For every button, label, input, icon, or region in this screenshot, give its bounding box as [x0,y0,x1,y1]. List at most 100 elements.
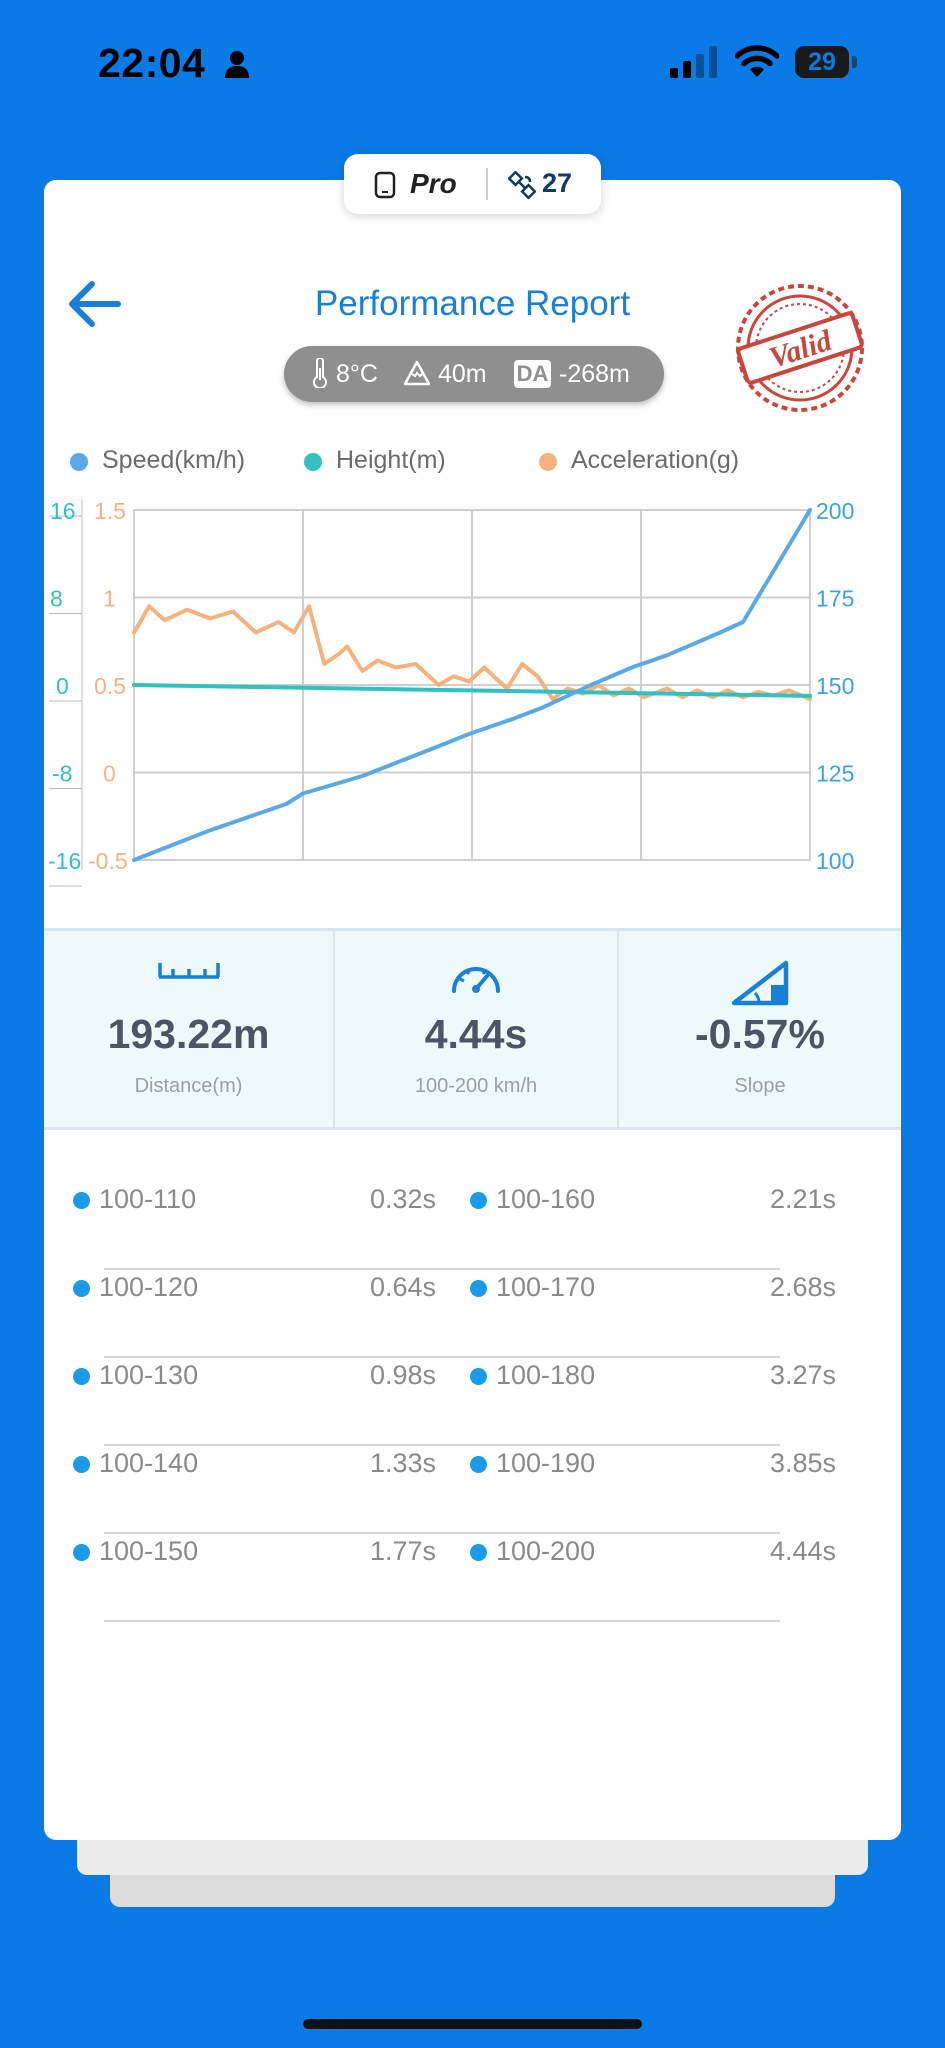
speedometer-icon [452,967,500,993]
height-tick-label: 0 [56,673,69,699]
split-row: 100-120 0.64s 100-170 2.68s [44,1268,901,1358]
height-tick-label: -16 [48,848,81,874]
acceleration-tick-label: -0.5 [88,848,128,874]
slope-value: -0.57% [695,1011,825,1057]
split-dot [470,1544,487,1561]
split-dot [470,1368,487,1385]
split-row: 100-140 1.33s 100-190 3.85s [44,1444,901,1534]
split-label: 100-200 [496,1536,596,1566]
legend-dot-height [304,453,322,471]
cellular-signal-icon [670,46,717,78]
split-label: 100-160 [496,1184,596,1214]
split-dot [73,1544,90,1561]
summary-stats: 193.22m Distance(m) 4.44s 100-200 km/h [44,928,901,1130]
split-dot [470,1192,487,1209]
home-indicator[interactable] [303,2019,642,2029]
split-label: 100-180 [496,1360,596,1390]
split-value: 1.33s [369,1448,436,1478]
height-tick-label: -8 [52,761,72,787]
stat-time: 4.44s 100-200 km/h [335,931,617,1127]
legend-label-height: Height(m) [336,446,446,474]
valid-stamp-icon: Valid [736,284,864,412]
split-value: 4.44s [769,1536,836,1566]
split-label: 100-140 [99,1448,199,1478]
mountain-icon [404,360,430,386]
battery-indicator: 29 [795,46,857,78]
split-label: 100-130 [99,1360,199,1390]
split-value: 1.77s [369,1536,436,1566]
speed-tick-label: 175 [816,586,854,612]
split-value: 0.32s [369,1184,436,1214]
density-altitude-icon: DA [514,360,551,388]
split-dot [73,1280,90,1297]
split-divider [104,1268,780,1270]
person-icon [225,51,249,78]
split-label: 100-120 [99,1272,199,1302]
time-value: 4.44s [424,1011,528,1057]
split-divider [104,1532,780,1534]
wifi-icon [735,45,779,77]
thermometer-icon [313,358,327,388]
acceleration-tick-label: 0 [103,761,116,787]
speed-tick-label: 150 [816,673,854,699]
chart-legend: Speed(km/h) Height(m) Acceleration(g) [44,446,901,480]
acceleration-tick-label: 0.5 [94,673,126,699]
split-dot [73,1192,90,1209]
split-dot [470,1280,487,1297]
legend-dot-acceleration [539,453,557,471]
legend-label-acceleration: Acceleration(g) [571,446,740,474]
stat-divider [617,931,619,1127]
split-label: 100-150 [99,1536,199,1566]
density-altitude-value: -268m [559,360,630,388]
environment-pill: 8°C 40m DA -268m [284,346,664,402]
speed-tick-label: 100 [816,848,854,874]
speed-line [132,508,812,862]
acceleration-tick-label: 1.5 [94,498,126,524]
split-row: 100-130 0.98s 100-180 3.27s [44,1356,901,1446]
stat-divider [333,931,335,1127]
satellite-count: 27 [542,168,573,198]
pill-divider [486,168,488,200]
slope-icon [731,960,789,1006]
split-label: 100-170 [496,1272,596,1302]
split-value: 2.21s [769,1184,836,1214]
split-divider [104,1444,780,1446]
time-label: 100-200 km/h [414,1075,538,1097]
stat-slope: -0.57% Slope [619,931,901,1127]
ruler-icon [157,963,220,979]
split-dot [73,1368,90,1385]
split-divider [104,1356,780,1358]
split-dot [470,1456,487,1473]
temperature-value: 8°C [336,360,378,388]
split-row: 100-150 1.77s 100-200 4.44s [44,1532,901,1622]
split-value: 3.85s [769,1448,836,1478]
status-time: 22:04 [98,40,206,86]
stat-distance: 193.22m Distance(m) [44,931,333,1127]
status-bar: 22:04 29 [0,0,945,130]
performance-chart: 16 8 0 -8 -16 1.5 1 0.5 0 -0.5 200 175 150 125 100 [48,498,854,887]
split-value: 0.64s [369,1272,436,1302]
split-value: 2.68s [769,1272,836,1302]
report-card: Performance Report 8°C 40m DA -268m Vali… [44,180,901,1840]
height-tick-label: 16 [50,498,76,524]
distance-value: 193.22m [107,1011,270,1057]
device-status-pill[interactable]: Pro 27 [344,154,601,214]
back-arrow-icon[interactable] [66,280,122,328]
height-line [132,683,812,698]
split-divider [104,1620,780,1622]
legend-label-speed: Speed(km/h) [102,446,246,474]
split-dot [73,1456,90,1473]
page-title: Performance Report [314,284,631,323]
acceleration-tick-label: 1 [103,586,116,612]
battery-percent: 29 [808,48,836,76]
split-value: 3.27s [769,1360,836,1390]
speed-tick-label: 200 [816,498,854,524]
phone-device-icon [374,171,396,199]
speed-tick-label: 125 [816,761,854,787]
split-label: 100-190 [496,1448,596,1478]
pro-label: Pro [410,168,457,199]
distance-label: Distance(m) [134,1075,243,1097]
split-label: 100-110 [99,1184,197,1214]
split-value: 0.98s [369,1360,436,1390]
legend-dot-speed [70,453,88,471]
